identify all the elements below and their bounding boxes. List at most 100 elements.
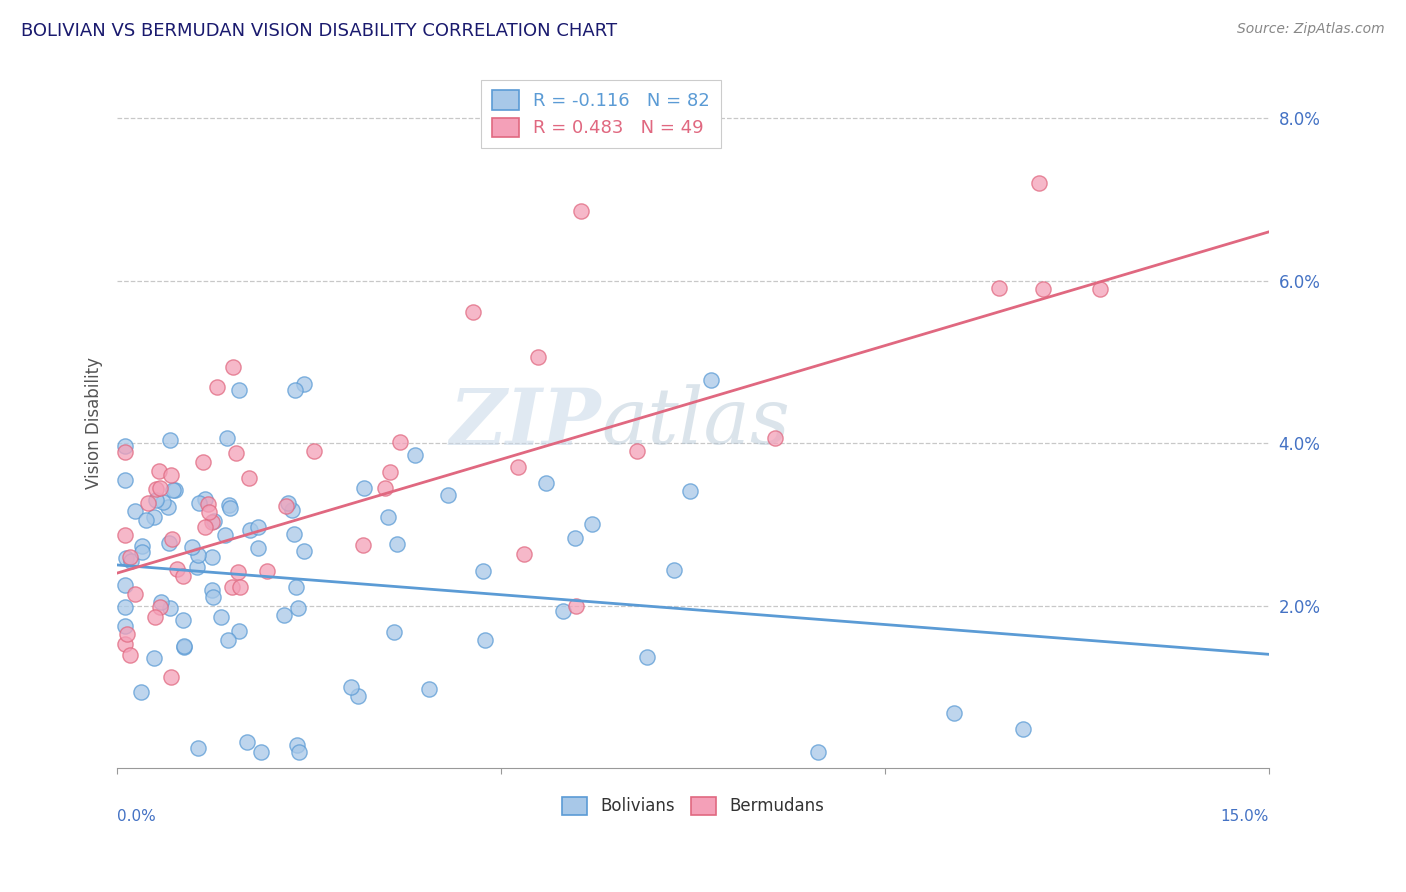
Point (229, 580, 252, 594)
Point (217, 431, 239, 445)
Point (292, 376, 315, 391)
Point (273, 607, 295, 622)
Point (378, 465, 401, 479)
Point (186, 560, 208, 574)
Point (160, 670, 183, 684)
Point (569, 204, 592, 219)
Point (374, 481, 396, 495)
Point (114, 439, 136, 453)
Point (120, 554, 142, 568)
Point (142, 509, 165, 524)
Point (228, 624, 250, 639)
Point (943, 706, 966, 720)
Point (987, 280, 1010, 294)
Point (700, 373, 723, 387)
Point (143, 651, 166, 665)
Point (194, 491, 217, 506)
Point (218, 498, 240, 512)
Point (157, 500, 180, 515)
Point (534, 476, 557, 491)
Point (292, 544, 315, 558)
Point (172, 613, 194, 627)
Legend: Bolivians, Bermudans: Bolivians, Bermudans (555, 790, 831, 822)
Point (250, 745, 273, 759)
Point (1028, 176, 1050, 190)
Text: Source: ZipAtlas.com: Source: ZipAtlas.com (1237, 22, 1385, 37)
Point (1088, 282, 1111, 296)
Point (664, 563, 686, 577)
Point (150, 595, 173, 609)
Point (165, 483, 187, 497)
Point (118, 549, 141, 564)
Point (143, 610, 166, 624)
Point (225, 446, 247, 460)
Point (239, 523, 262, 537)
Point (226, 566, 249, 580)
Point (115, 627, 138, 641)
Point (284, 384, 307, 398)
Point (581, 516, 603, 531)
Point (346, 689, 368, 703)
Point (172, 569, 194, 583)
Point (145, 493, 167, 508)
Y-axis label: Vision Disability: Vision Disability (86, 357, 103, 489)
Point (246, 519, 269, 533)
Point (194, 520, 217, 534)
Point (187, 741, 209, 756)
Point (202, 590, 225, 604)
Point (118, 648, 141, 662)
Text: atlas: atlas (600, 384, 790, 461)
Point (219, 500, 242, 515)
Point (149, 599, 172, 614)
Point (256, 565, 278, 579)
Point (388, 435, 411, 450)
Point (197, 497, 219, 511)
Point (145, 483, 167, 497)
Point (636, 650, 658, 665)
Point (214, 528, 236, 542)
Point (191, 455, 214, 469)
Point (283, 526, 305, 541)
Point (114, 619, 136, 633)
Point (287, 601, 309, 615)
Point (404, 448, 426, 462)
Point (131, 545, 153, 559)
Point (124, 587, 146, 601)
Point (115, 550, 138, 565)
Point (166, 561, 188, 575)
Point (352, 538, 374, 552)
Point (114, 578, 136, 592)
Point (387, 537, 409, 551)
Text: 15.0%: 15.0% (1220, 809, 1270, 823)
Point (201, 550, 224, 565)
Point (217, 633, 239, 648)
Point (181, 541, 204, 555)
Point (287, 745, 309, 759)
Point (114, 600, 136, 615)
Point (382, 624, 405, 639)
Point (471, 564, 494, 578)
Point (280, 502, 302, 516)
Point (302, 443, 325, 458)
Point (506, 460, 529, 475)
Point (162, 483, 184, 497)
Point (277, 496, 299, 510)
Point (148, 464, 170, 478)
Point (173, 640, 195, 654)
Point (564, 531, 586, 545)
Point (152, 495, 174, 509)
Point (114, 528, 136, 542)
Point (188, 496, 211, 510)
Point (124, 504, 146, 518)
Point (159, 535, 181, 549)
Point (205, 380, 228, 394)
Point (235, 735, 257, 749)
Text: ZIP: ZIP (450, 384, 600, 461)
Text: BOLIVIAN VS BERMUDAN VISION DISABILITY CORRELATION CHART: BOLIVIAN VS BERMUDAN VISION DISABILITY C… (21, 22, 617, 40)
Point (377, 510, 399, 524)
Point (159, 434, 181, 448)
Point (238, 471, 260, 485)
Point (209, 610, 232, 624)
Point (129, 684, 152, 698)
Point (114, 473, 136, 487)
